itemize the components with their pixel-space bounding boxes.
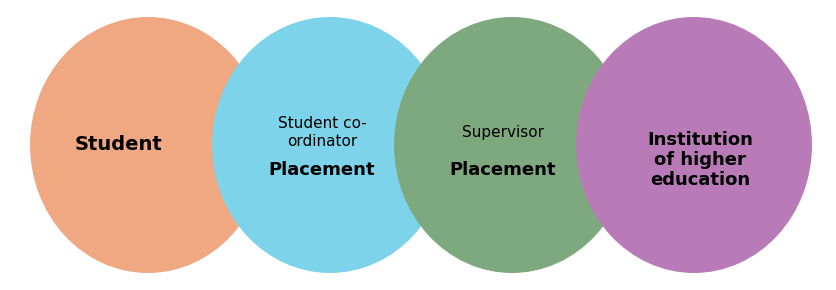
Text: of higher: of higher bbox=[654, 151, 746, 169]
Text: Student: Student bbox=[74, 135, 162, 155]
Text: Placement: Placement bbox=[450, 161, 556, 179]
Text: Placement: Placement bbox=[268, 161, 375, 179]
Ellipse shape bbox=[212, 17, 448, 273]
Ellipse shape bbox=[30, 17, 266, 273]
Text: ordinator: ordinator bbox=[287, 133, 357, 148]
Text: Supervisor: Supervisor bbox=[462, 124, 544, 139]
Ellipse shape bbox=[394, 17, 630, 273]
Text: Institution: Institution bbox=[647, 131, 753, 149]
Ellipse shape bbox=[576, 17, 812, 273]
Text: Student co-: Student co- bbox=[278, 115, 366, 130]
Text: education: education bbox=[650, 171, 750, 189]
